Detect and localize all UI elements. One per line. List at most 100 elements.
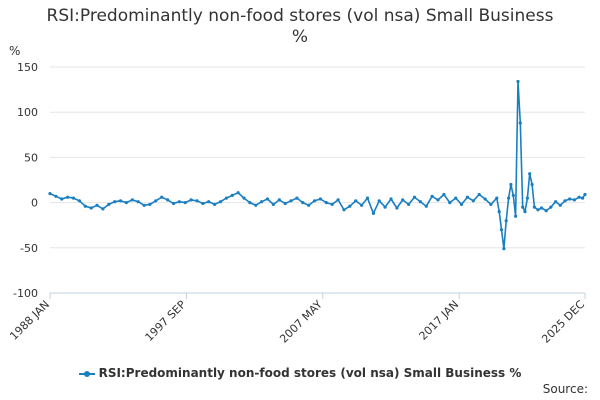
data-point [523, 210, 527, 214]
data-point [183, 201, 187, 205]
data-point [124, 201, 128, 205]
data-point [289, 199, 293, 203]
data-point [71, 196, 76, 200]
data-point [509, 182, 513, 187]
data-point [558, 203, 562, 207]
data-point [539, 206, 544, 210]
data-point [518, 121, 522, 125]
data-point [377, 199, 381, 203]
data-point [544, 209, 548, 213]
data-point [430, 194, 434, 198]
data-point [549, 205, 553, 209]
data-point [389, 197, 393, 201]
data-point [154, 199, 158, 203]
data-point [336, 198, 340, 202]
x-tick-label: 2017 JAN [417, 298, 462, 343]
data-point [504, 219, 508, 223]
data-point [242, 196, 246, 200]
legend-line-marker-icon [78, 369, 95, 379]
data-point [277, 198, 281, 202]
data-point [260, 200, 264, 204]
data-point [77, 199, 81, 203]
data-point [348, 204, 352, 208]
data-point [448, 201, 452, 205]
data-point [330, 202, 334, 206]
data-point [224, 196, 228, 200]
data-point [189, 198, 193, 202]
data-point [528, 172, 532, 176]
data-point [213, 202, 217, 206]
data-point [236, 191, 240, 195]
grid-lines [50, 66, 585, 294]
data-point [60, 197, 64, 201]
legend: RSI:Predominantly non-food stores (vol n… [0, 366, 600, 380]
chart-title-line1: RSI:Predominantly non-food stores (vol n… [46, 6, 554, 26]
y-axis-unit-label: % [9, 44, 21, 58]
data-point [581, 196, 585, 200]
data-point [118, 199, 123, 203]
data-point [89, 206, 93, 210]
data-point [521, 205, 525, 209]
data-point [171, 201, 176, 206]
data-point [142, 203, 146, 207]
data-point [360, 203, 364, 207]
source-label: Source: [542, 382, 588, 396]
data-point [495, 196, 499, 200]
data-point [101, 207, 105, 211]
data-point [83, 204, 87, 208]
data-point [477, 192, 481, 197]
data-point [418, 200, 422, 204]
chart-title: RSI:Predominantly non-food stores (vol n… [0, 6, 600, 48]
data-point [301, 201, 305, 205]
data-point [371, 211, 375, 215]
data-point [471, 199, 475, 203]
data-point [483, 197, 487, 201]
data-point [424, 204, 428, 208]
data-point [324, 201, 328, 205]
legend-series-label: RSI:Predominantly non-food stores (vol n… [98, 366, 522, 380]
data-point [313, 199, 317, 203]
data-point [563, 199, 567, 203]
data-point [271, 202, 275, 206]
data-point [499, 228, 504, 232]
data-point [107, 202, 111, 206]
data-point [465, 195, 469, 199]
data-point [583, 192, 587, 197]
y-axis-ticks: 150 100 50 0 -50 -100 [13, 61, 38, 300]
chart-title-line2: % [291, 27, 309, 47]
data-point [160, 195, 164, 199]
data-point [554, 200, 558, 204]
data-point [502, 247, 506, 251]
data-point [230, 193, 234, 197]
data-point [511, 193, 515, 197]
data-point [536, 208, 540, 212]
data-point [572, 198, 577, 202]
x-tick-label: 2025 DEC [539, 298, 587, 346]
y-tick-label: 0 [31, 197, 38, 210]
data-point [383, 205, 387, 209]
data-point [177, 200, 181, 204]
data-point [95, 203, 99, 207]
data-point [568, 197, 572, 201]
series-group [48, 79, 587, 251]
y-tick-label: -100 [13, 287, 38, 300]
data-point [454, 196, 458, 200]
x-tick-label: 2007 MAY [277, 298, 325, 346]
y-tick-label: 50 [24, 151, 38, 164]
data-point [136, 200, 140, 204]
data-point [218, 200, 223, 204]
data-point [395, 206, 399, 210]
data-point [148, 202, 152, 206]
data-point [342, 208, 346, 212]
data-point [459, 202, 464, 206]
data-point [207, 200, 211, 204]
data-point [577, 195, 581, 199]
data-point [113, 200, 117, 204]
data-point [195, 199, 199, 203]
data-point [525, 196, 530, 200]
data-point [54, 194, 58, 198]
x-tick-label: 1988 JAN [7, 298, 52, 343]
data-point [407, 202, 411, 206]
data-point [530, 182, 534, 187]
data-point [248, 201, 252, 205]
